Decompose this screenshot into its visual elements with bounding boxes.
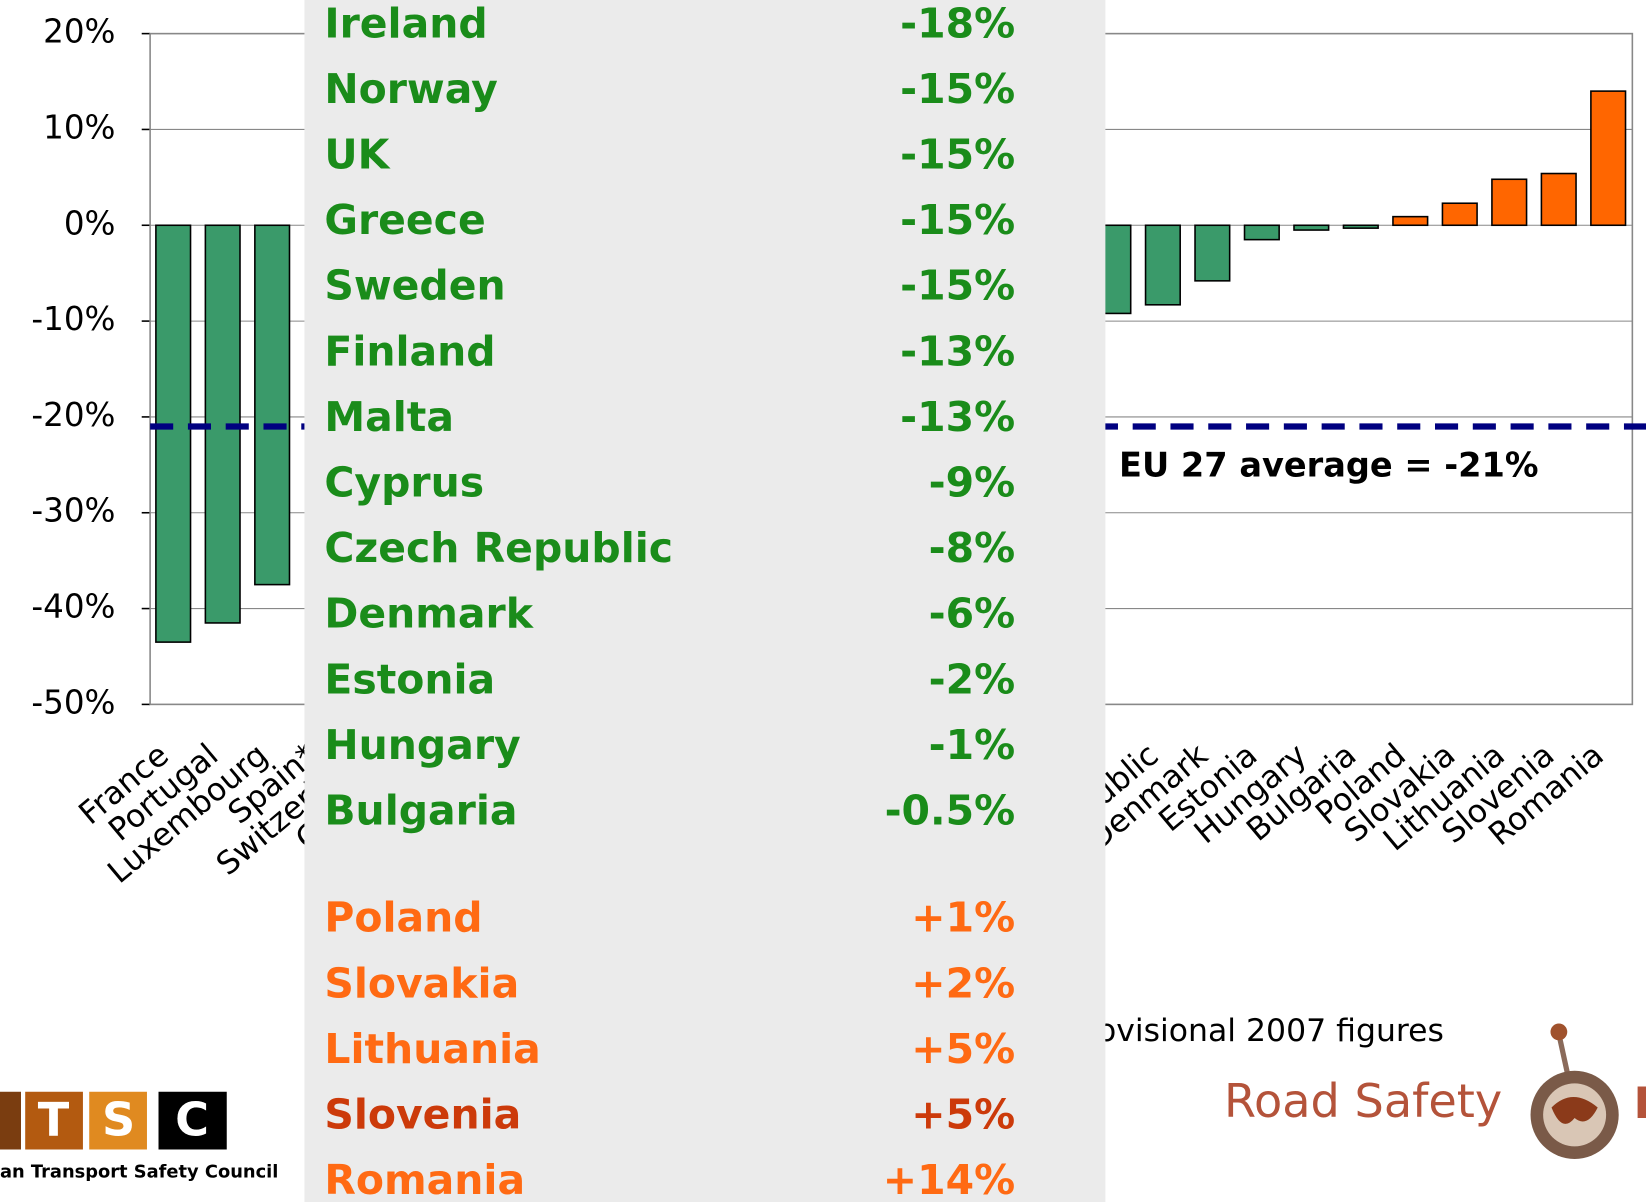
bar [155,224,192,643]
country-name: Norway [324,65,497,113]
country-name: Denmark [324,590,533,638]
country-value: -6% [929,590,1016,638]
country-value: -9% [929,459,1016,507]
country-value: +5% [911,1090,1015,1138]
logo-icon [1551,1097,1598,1124]
country-name: Malta [324,393,454,441]
country-name: Sweden [324,262,505,310]
y-tick-label: -30% [31,492,115,530]
bar [1243,224,1280,241]
road-safety-logo: Road Safety [1224,1023,1646,1159]
logo-letter: C [175,1093,209,1147]
country-value: +5% [911,1025,1015,1073]
country-value: -8% [929,524,1016,572]
country-value: -0.5% [885,787,1016,835]
bar [1540,172,1577,227]
logo-box [0,1091,21,1150]
country-name: Cyprus [324,459,484,507]
y-tick-label: 20% [43,13,115,51]
country-value: -13% [900,327,1015,375]
country-name: Bulgaria [324,787,517,835]
country-name: Hungary [324,721,520,769]
footnote: ovisional 2007 figures [1097,1013,1444,1049]
etsc-logo: T S C an Transport Safety Council [0,1091,278,1183]
country-name: Slovenia [324,1090,521,1138]
country-value: -1% [929,721,1016,769]
bar [1590,90,1627,227]
y-tick-label: 10% [43,108,115,146]
logo-letter: T [38,1093,70,1147]
logo-box [158,1091,227,1150]
bar [1342,224,1379,229]
overlay-panel [304,0,1106,1202]
bar [1392,215,1429,227]
country-name: Romania [324,1156,525,1202]
logo-box [25,1091,83,1150]
country-value: +1% [911,894,1015,942]
bar [1491,178,1528,227]
logo-letter: S [102,1093,135,1147]
y-tick-label: 0% [64,204,116,242]
country-name: Greece [324,196,485,244]
country-value: -18% [900,0,1015,47]
logo-caption: an Transport Safety Council [0,1162,278,1183]
country-value: +2% [911,959,1015,1007]
bar [254,224,291,586]
logo-text: Road Safety [1224,1074,1502,1128]
bar [1144,224,1181,306]
country-name: Estonia [324,655,495,703]
country-value: -2% [929,655,1016,703]
country-value: -15% [900,130,1015,178]
y-tick-label: -40% [31,588,115,626]
y-tick-label: -20% [31,396,115,434]
logo-icon [1550,1023,1568,1041]
country-name: Czech Republic [324,524,673,572]
annotation: EU 27 average = -21% [1119,446,1538,485]
country-value: +14% [883,1156,1015,1202]
country-value: -13% [900,393,1015,441]
y-tick-label: -10% [31,300,115,338]
panel-list: Ireland -18% Norway -15% UK -15% Greece -15% Swe… [324,0,1015,1202]
country-name: UK [324,130,390,178]
bar [1194,224,1231,282]
country-value: -15% [900,262,1015,310]
bar [1441,202,1478,227]
country-name: Finland [324,327,495,375]
country-value: -15% [900,65,1015,113]
logo-icon [1637,1086,1646,1118]
bar [1293,224,1330,231]
country-name: Slovakia [324,959,519,1007]
y-tick-label: -50% [31,683,115,721]
country-name: Ireland [324,0,487,47]
logo-box [89,1091,147,1150]
country-name: Lithuania [324,1025,540,1073]
country-name: Poland [324,894,482,942]
country-value: -15% [900,196,1015,244]
